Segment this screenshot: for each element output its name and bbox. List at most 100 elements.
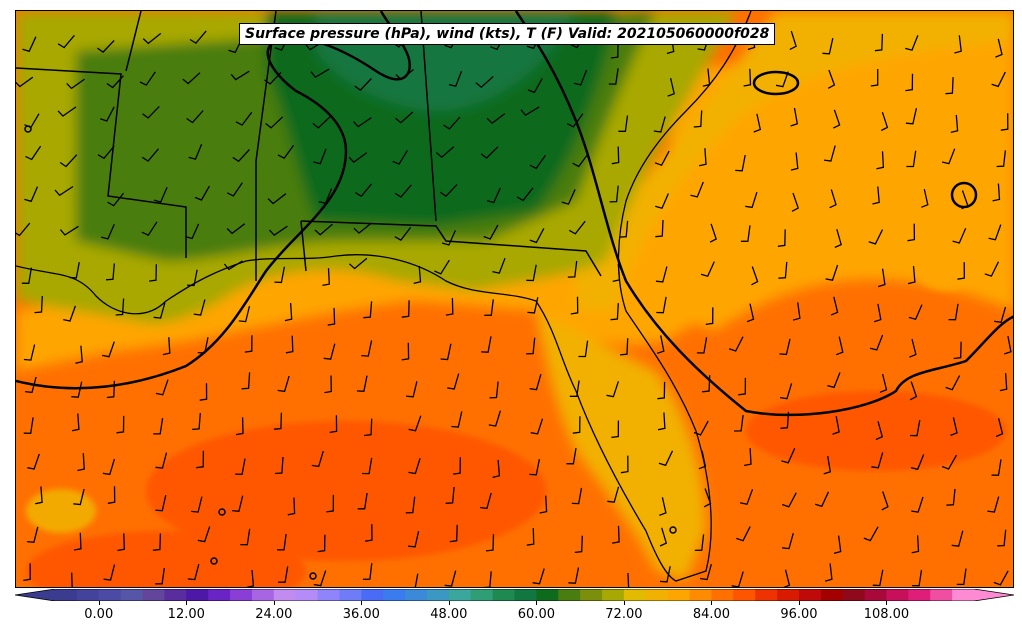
- wind-barb: [653, 116, 666, 133]
- colorbar-segment: [952, 589, 975, 601]
- wind-barb: [988, 224, 1002, 241]
- wind-barb: [830, 296, 839, 316]
- wind-barb: [408, 458, 421, 475]
- wind-barb: [363, 301, 373, 319]
- wind-barb: [779, 338, 791, 356]
- wind-barb: [235, 458, 246, 475]
- colorbar-tick-mark: [361, 601, 363, 605]
- colorbar-segment: [470, 589, 494, 601]
- wind-barb: [992, 183, 1001, 202]
- wind-barb: [57, 34, 75, 49]
- wind-barb: [265, 116, 284, 129]
- wind-barb: [529, 227, 545, 244]
- wind-barb: [193, 299, 206, 316]
- wind-barb: [751, 266, 759, 286]
- wind-barb: [71, 413, 80, 432]
- wind-barb: [656, 335, 665, 355]
- wind-barb: [705, 307, 714, 326]
- wind-barb: [572, 416, 581, 434]
- colorbar-tick-label: 84.00: [692, 607, 731, 622]
- wind-barb: [700, 563, 713, 581]
- wind-barb: [950, 417, 958, 437]
- wind-barb: [102, 458, 116, 476]
- wind-barb: [827, 372, 841, 389]
- wind-barb: [777, 229, 786, 247]
- wind-barb: [909, 419, 921, 437]
- wind-barbs: [16, 30, 1012, 587]
- wind-barb: [364, 524, 373, 542]
- wind-barb: [569, 380, 580, 397]
- wind-barb: [241, 372, 251, 390]
- wind-barb: [745, 192, 758, 209]
- wind-barb: [444, 570, 457, 587]
- red-orange-patch-1: [146, 421, 546, 561]
- wind-barb: [611, 146, 620, 165]
- wind-barb: [868, 229, 884, 245]
- colorbar-segment: [733, 589, 756, 601]
- wind-barb: [945, 77, 954, 95]
- wind-barb: [835, 336, 844, 356]
- wind-barb: [445, 297, 454, 316]
- wind-barb: [348, 257, 368, 270]
- wind-barb: [23, 344, 36, 361]
- wind-barb: [789, 30, 797, 50]
- wind-barb: [780, 411, 790, 429]
- wind-barb: [740, 225, 751, 242]
- wind-barb: [906, 150, 917, 168]
- wind-barb: [354, 183, 373, 198]
- wind-barb: [995, 38, 1003, 58]
- wind-barb: [105, 263, 115, 281]
- wind-barb: [273, 412, 283, 430]
- wind-barb: [606, 381, 620, 398]
- wind-barb: [873, 303, 882, 323]
- wind-barb: [746, 303, 755, 323]
- wind-barb: [226, 223, 246, 235]
- wind-barb: [698, 148, 707, 167]
- wind-barb: [326, 494, 335, 513]
- wind-barb: [783, 569, 791, 587]
- wind-barb: [223, 260, 243, 271]
- wind-barb: [401, 300, 410, 318]
- wind-barb: [230, 70, 250, 81]
- wind-barb: [155, 494, 167, 512]
- wind-barb: [743, 448, 752, 467]
- wind-barb: [991, 71, 1006, 88]
- colorbar-segment: [230, 589, 253, 601]
- wind-barb: [285, 335, 294, 354]
- wind-barb: [77, 453, 85, 472]
- wind-barb: [532, 568, 545, 585]
- wind-barb: [59, 154, 78, 168]
- wind-barb: [324, 375, 332, 394]
- wind-barb: [690, 181, 704, 198]
- state-border-4: [300, 220, 602, 277]
- wind-barb: [197, 337, 209, 354]
- wind-barb: [57, 106, 77, 117]
- wind-barb: [608, 68, 619, 85]
- colorbar-segment: [558, 589, 581, 601]
- wind-barb: [185, 223, 200, 240]
- wind-barb: [21, 267, 33, 284]
- pressure-dot: [210, 557, 218, 565]
- borders: [16, 11, 602, 281]
- wind-barb: [657, 412, 666, 431]
- wind-barb: [483, 224, 499, 240]
- wind-barb: [738, 377, 747, 396]
- wind-barb: [107, 192, 125, 207]
- wind-barb: [192, 412, 201, 431]
- isobar-high-1: [752, 70, 800, 96]
- colorbar-segment: [383, 589, 406, 601]
- wind-barb: [23, 563, 31, 582]
- wind-barb: [162, 337, 171, 356]
- wind-barb: [516, 187, 534, 202]
- wind-barb: [627, 572, 630, 587]
- wind-barb: [874, 33, 884, 52]
- wind-barb: [566, 113, 584, 128]
- wind-barb: [310, 68, 330, 79]
- wind-barb: [999, 373, 1008, 392]
- wind-barb: [413, 265, 422, 285]
- wind-barb: [153, 187, 168, 203]
- wind-barb: [781, 448, 796, 464]
- wind-barb: [526, 337, 536, 355]
- wind-barb: [814, 491, 830, 508]
- wind-barb: [443, 116, 461, 130]
